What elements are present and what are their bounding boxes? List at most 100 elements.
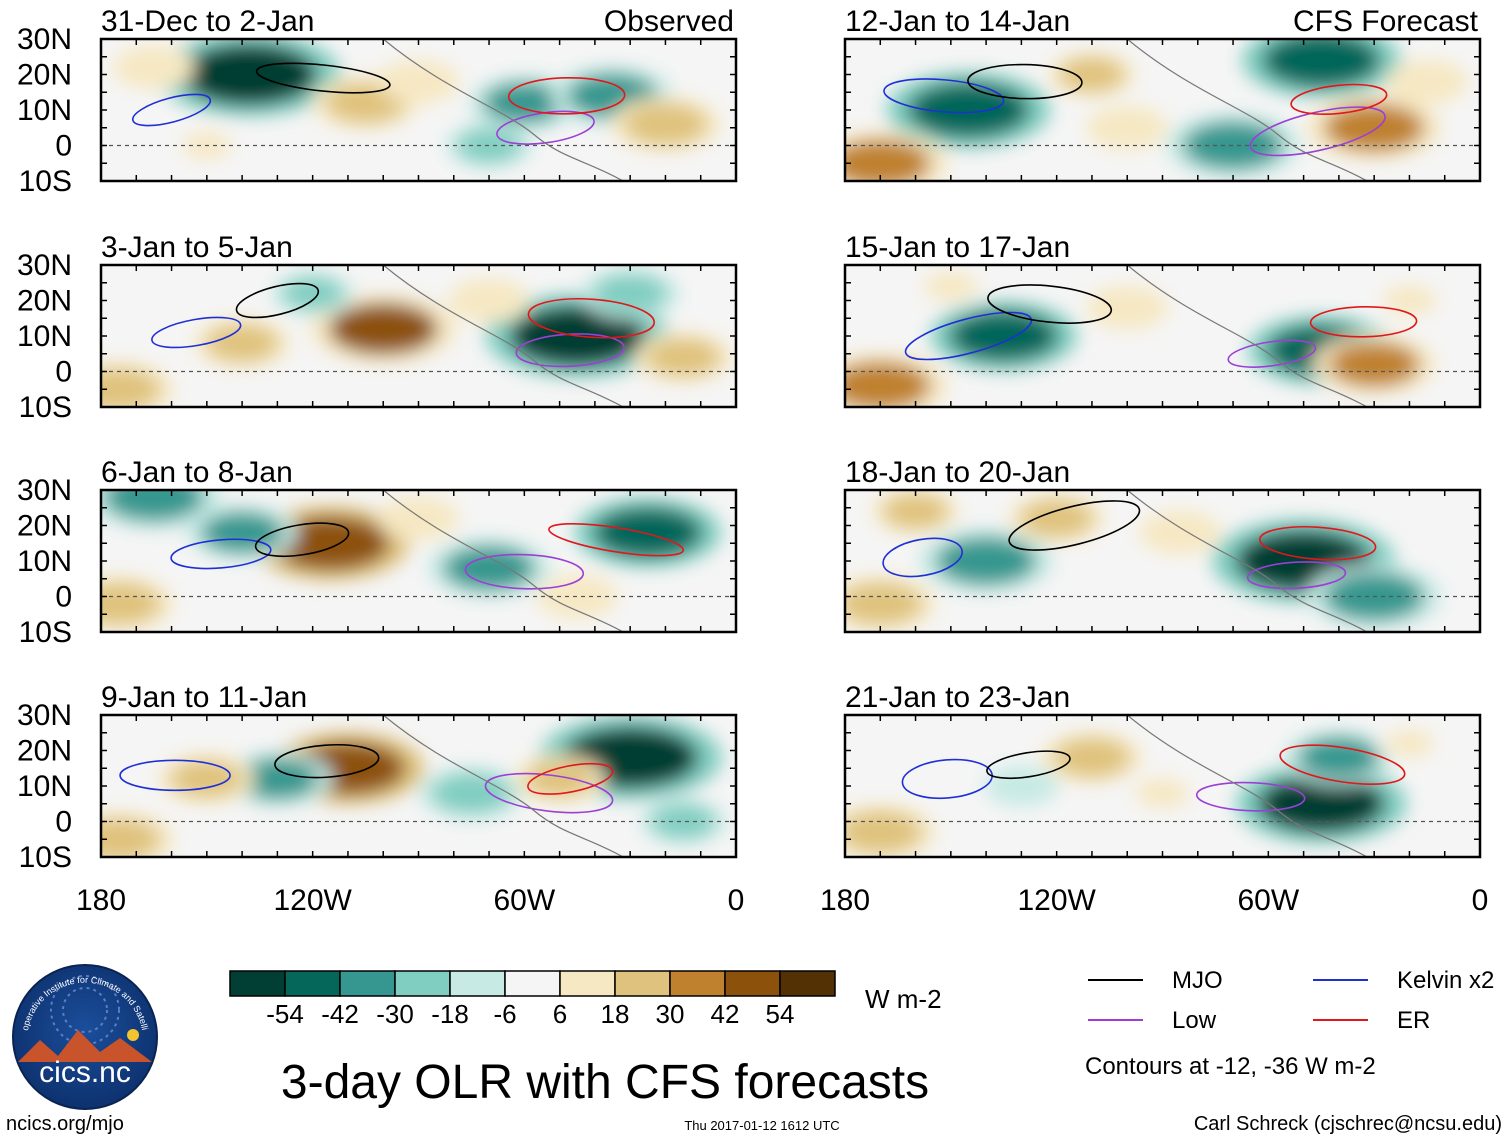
legend-label: ER bbox=[1397, 1007, 1430, 1034]
olr-anomaly-blob bbox=[103, 490, 204, 522]
coastline bbox=[1126, 265, 1368, 407]
colorbar-label: -42 bbox=[321, 999, 359, 1029]
map-panel bbox=[99, 263, 738, 409]
x-tick-label: 60W bbox=[493, 884, 555, 917]
x-tick-label: 0 bbox=[728, 884, 745, 917]
panel-title: 6-Jan to 8-Jan bbox=[101, 456, 293, 489]
y-tick-label: 20N bbox=[17, 285, 72, 318]
olr-anomaly-blob bbox=[593, 274, 667, 313]
map-panel bbox=[843, 488, 1482, 634]
colorbar-label: -30 bbox=[376, 999, 414, 1029]
olr-anomaly-blob bbox=[282, 277, 343, 310]
contour-line bbox=[1227, 339, 1317, 368]
map-panel bbox=[843, 263, 1482, 409]
colorbar-label: 6 bbox=[553, 999, 567, 1029]
olr-anomaly-blob bbox=[1381, 285, 1437, 316]
contour-line bbox=[527, 297, 656, 339]
contour-line bbox=[1008, 500, 1141, 551]
olr-anomaly-blob bbox=[883, 494, 948, 529]
contour-line bbox=[1249, 106, 1386, 157]
x-tick-label: 60W bbox=[1237, 884, 1299, 917]
legend: MJO Kelvin x2 Low ER bbox=[1088, 967, 1494, 1034]
column-label: Observed bbox=[604, 5, 734, 38]
legend-label: Low bbox=[1172, 1007, 1217, 1034]
olr-anomaly-blob bbox=[1396, 65, 1458, 98]
colorbar-swatch bbox=[449, 970, 506, 997]
x-tick-label: 0 bbox=[1472, 884, 1489, 917]
olr-anomaly-blob bbox=[1183, 121, 1284, 170]
y-tick-label: 30N bbox=[17, 23, 72, 56]
colorbar-swatch bbox=[394, 970, 451, 997]
legend-label: Kelvin x2 bbox=[1397, 967, 1494, 994]
olr-anomaly-blob bbox=[388, 65, 449, 98]
x-tick-label: 180 bbox=[820, 884, 870, 917]
coastline bbox=[382, 490, 624, 632]
colorbar-swatch bbox=[339, 970, 396, 997]
contours-note: Contours at -12, -36 W m-2 bbox=[1085, 1053, 1376, 1080]
contour-line bbox=[274, 743, 380, 779]
y-tick-label: 0 bbox=[55, 356, 72, 389]
colorbar-label: 18 bbox=[601, 999, 630, 1029]
coastline bbox=[1126, 490, 1368, 632]
colorbar-label: 30 bbox=[656, 999, 685, 1029]
contour-line bbox=[170, 538, 272, 570]
contour-line bbox=[901, 758, 993, 800]
colorbar-units: W m-2 bbox=[865, 984, 942, 1014]
olr-anomaly-blob bbox=[845, 583, 922, 625]
contour-line bbox=[151, 316, 242, 349]
contour-line bbox=[548, 522, 685, 557]
colorbar-label: -6 bbox=[493, 999, 516, 1029]
olr-anomaly-blob bbox=[1297, 737, 1380, 779]
y-tick-label: 10S bbox=[19, 391, 72, 424]
olr-anomaly-blob bbox=[101, 583, 160, 625]
olr-anomaly-blob bbox=[936, 537, 1037, 585]
olr-anomaly-blob bbox=[457, 128, 522, 163]
olr-anomaly-blob bbox=[1328, 342, 1420, 387]
contour-line bbox=[883, 78, 1005, 114]
olr-anomaly-blob bbox=[443, 545, 535, 591]
contour-line bbox=[1309, 305, 1418, 338]
contour-line bbox=[464, 553, 585, 590]
panel-title: 3-Jan to 5-Jan bbox=[101, 231, 293, 264]
x-tick-label: 120W bbox=[1017, 884, 1096, 917]
contour-line bbox=[882, 537, 963, 578]
olr-anomaly-blob bbox=[236, 758, 319, 800]
contour-line bbox=[967, 63, 1083, 100]
olr-anomaly-blob bbox=[624, 103, 707, 145]
olr-anomaly-blob bbox=[101, 368, 160, 407]
colorbar-swatch bbox=[284, 970, 341, 997]
panel-title: 12-Jan to 14-Jan bbox=[845, 5, 1070, 38]
olr-anomaly-blob bbox=[845, 811, 922, 853]
contour-line bbox=[507, 76, 626, 115]
y-tick-label: 10S bbox=[19, 841, 72, 874]
coastline bbox=[1126, 715, 1368, 857]
contour-line bbox=[1290, 83, 1388, 115]
contour-line bbox=[1259, 525, 1377, 561]
olr-anomaly-blob bbox=[1054, 738, 1130, 777]
colorbar-label: -54 bbox=[266, 999, 304, 1029]
panel-title: 31-Dec to 2-Jan bbox=[101, 5, 314, 38]
olr-anomaly-blob bbox=[101, 818, 160, 857]
olr-anomaly-blob bbox=[1059, 57, 1124, 92]
contour-line bbox=[1195, 781, 1306, 812]
colorbar-label: -18 bbox=[431, 999, 469, 1029]
contour-line bbox=[254, 522, 350, 558]
olr-anomaly-blob bbox=[432, 773, 511, 813]
y-tick-label: 0 bbox=[55, 130, 72, 163]
colorbar: -54 -42 -30 -18 -6 6 18 30 42 54 bbox=[229, 970, 836, 1029]
colorbar-swatch bbox=[724, 970, 781, 997]
olr-anomaly-blob bbox=[206, 324, 278, 362]
contour-line bbox=[235, 282, 320, 319]
y-tick-label: 20N bbox=[17, 735, 72, 768]
olr-anomaly-blob bbox=[1021, 500, 1093, 537]
olr-anomaly-blob bbox=[458, 284, 520, 317]
map-panel bbox=[843, 37, 1482, 183]
coastline bbox=[382, 39, 624, 181]
olr-anomaly-blob bbox=[525, 761, 594, 797]
figure-title: 3-day OLR with CFS forecasts bbox=[281, 1056, 929, 1109]
coastline bbox=[382, 265, 624, 407]
footer-timestamp: Thu 2017-01-12 1612 UTC bbox=[684, 1118, 839, 1133]
olr-anomaly-blob bbox=[181, 43, 318, 106]
olr-anomaly-blob bbox=[328, 303, 438, 355]
contour-line bbox=[255, 62, 391, 94]
